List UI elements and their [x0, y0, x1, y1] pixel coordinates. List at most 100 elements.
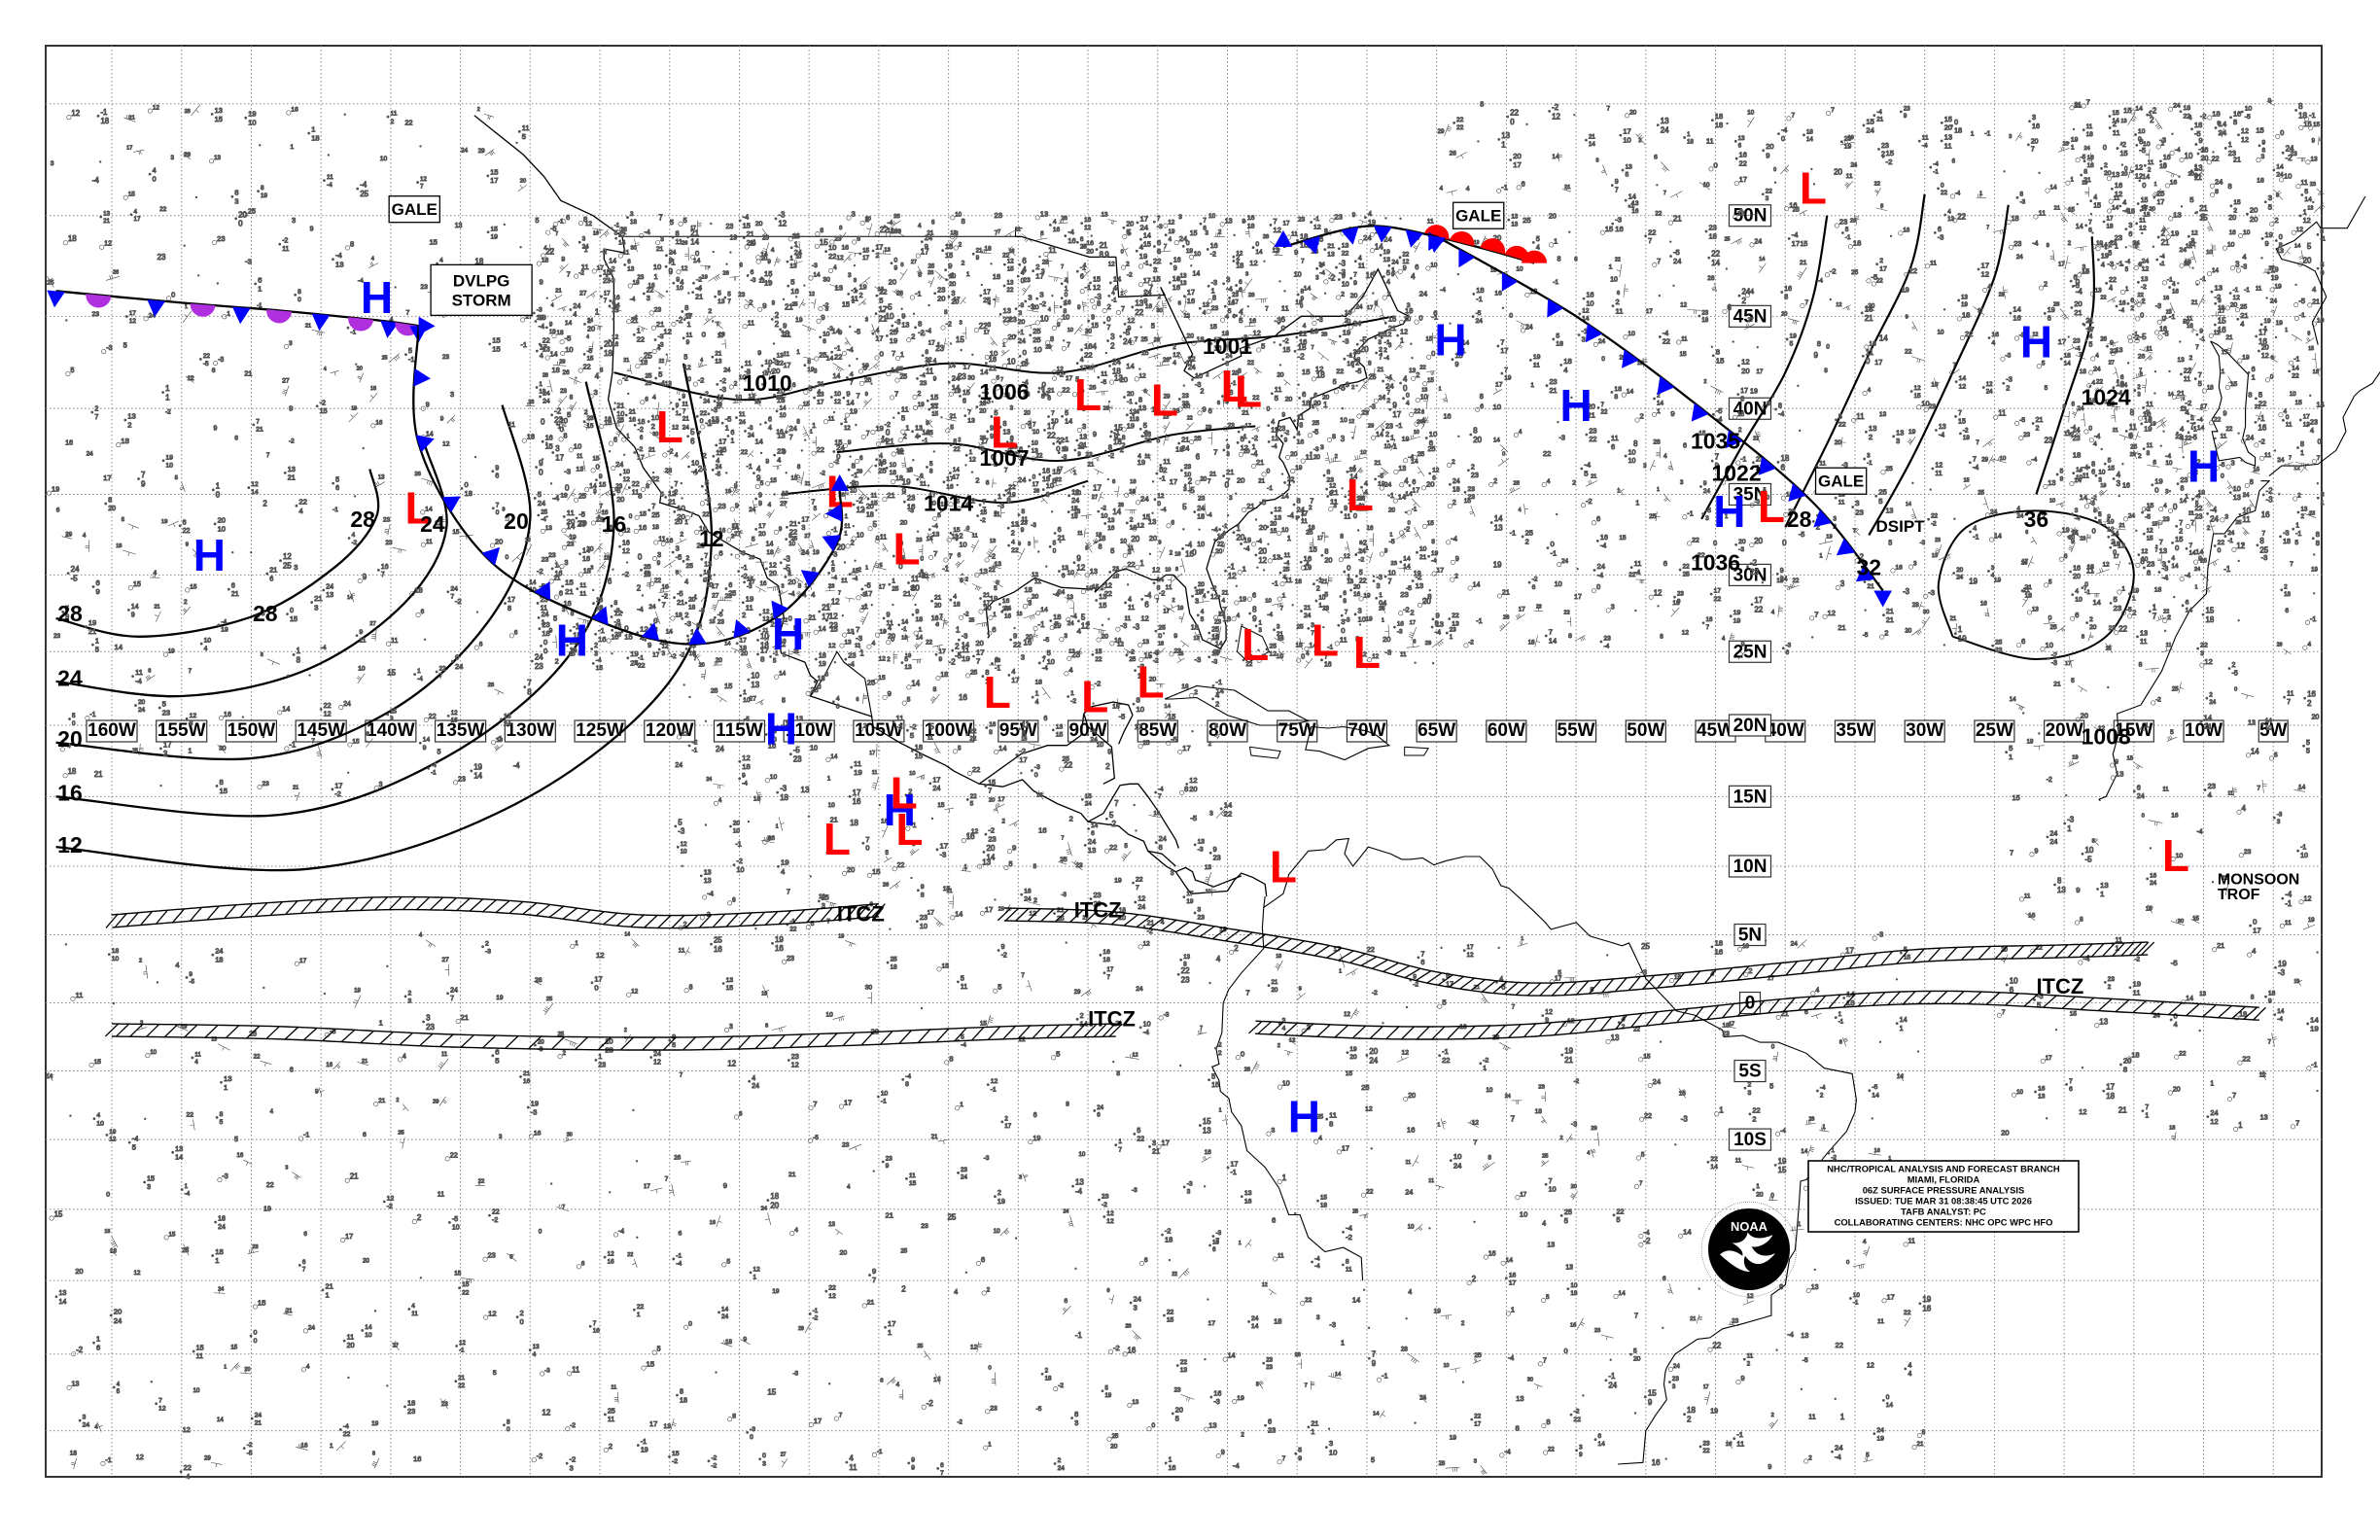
- svg-text:2: 2: [965, 577, 968, 582]
- svg-text:6: 6: [1058, 526, 1062, 534]
- svg-text:17: 17: [1057, 467, 1063, 472]
- svg-text:22: 22: [1095, 656, 1102, 663]
- svg-text:15: 15: [640, 511, 648, 518]
- svg-text:-2: -2: [622, 570, 629, 578]
- svg-text:15: 15: [764, 269, 772, 278]
- svg-text:0: 0: [596, 462, 600, 471]
- svg-text:24: 24: [1476, 318, 1484, 325]
- svg-text:5: 5: [175, 475, 178, 481]
- svg-text:5: 5: [790, 278, 794, 287]
- svg-text:24: 24: [1304, 612, 1312, 619]
- svg-text:-4: -4: [1383, 355, 1389, 362]
- svg-text:-2: -2: [1252, 434, 1258, 442]
- svg-text:12: 12: [129, 318, 137, 325]
- svg-text:13: 13: [1148, 517, 1156, 526]
- svg-text:9: 9: [1281, 412, 1285, 419]
- svg-text:11: 11: [1281, 303, 1289, 312]
- svg-text:-1: -1: [1143, 261, 1149, 267]
- svg-text:25: 25: [791, 536, 798, 542]
- svg-text:10: 10: [1068, 328, 1073, 333]
- svg-text:18: 18: [652, 524, 659, 531]
- svg-text:17: 17: [1093, 484, 1102, 493]
- svg-text:21: 21: [293, 785, 298, 790]
- svg-text:13: 13: [455, 223, 463, 229]
- svg-text:8: 8: [739, 262, 743, 268]
- svg-text:7: 7: [690, 511, 694, 518]
- svg-text:0: 0: [1281, 324, 1285, 332]
- svg-text:3: 3: [1358, 606, 1362, 614]
- svg-text:-4: -4: [321, 645, 327, 651]
- svg-text:14: 14: [1411, 459, 1418, 466]
- svg-text:19: 19: [730, 234, 738, 241]
- svg-text:20: 20: [1131, 535, 1139, 543]
- svg-text:19: 19: [1243, 537, 1251, 544]
- svg-text:15: 15: [962, 390, 970, 397]
- svg-text:12: 12: [1258, 556, 1267, 565]
- svg-text:-2: -2: [622, 376, 628, 383]
- svg-text:8: 8: [1431, 539, 1435, 545]
- svg-text:10: 10: [1429, 430, 1438, 438]
- svg-text:20: 20: [755, 221, 763, 228]
- svg-text:9: 9: [926, 420, 929, 427]
- svg-text:22: 22: [1135, 308, 1143, 317]
- svg-text:-5: -5: [565, 333, 572, 342]
- svg-text:18: 18: [465, 489, 472, 498]
- svg-text:13: 13: [1102, 212, 1108, 219]
- svg-text:23: 23: [1198, 496, 1206, 503]
- svg-text:12: 12: [829, 612, 838, 621]
- svg-text:3: 3: [1315, 274, 1319, 281]
- svg-text:27: 27: [780, 501, 788, 508]
- svg-text:30: 30: [967, 375, 975, 382]
- svg-text:8: 8: [220, 778, 224, 787]
- svg-text:17: 17: [862, 255, 869, 262]
- svg-text:-4: -4: [853, 576, 858, 582]
- svg-text:-4: -4: [1431, 558, 1437, 565]
- svg-text:9: 9: [1173, 265, 1177, 272]
- svg-text:19: 19: [954, 388, 962, 395]
- svg-text:19: 19: [725, 489, 731, 495]
- svg-text:12: 12: [1128, 318, 1136, 325]
- svg-text:8: 8: [1099, 544, 1102, 551]
- svg-text:20: 20: [1259, 523, 1267, 532]
- svg-text:1: 1: [684, 519, 688, 526]
- svg-text:14: 14: [780, 404, 787, 411]
- svg-text:2: 2: [955, 642, 959, 650]
- svg-text:2: 2: [1309, 505, 1312, 511]
- svg-text:-4: -4: [1267, 612, 1273, 618]
- svg-text:8: 8: [929, 469, 933, 475]
- svg-text:12: 12: [834, 399, 842, 405]
- svg-text:16: 16: [842, 244, 850, 251]
- svg-text:11: 11: [901, 404, 909, 413]
- svg-text:-1: -1: [922, 438, 928, 445]
- svg-text:21: 21: [1222, 590, 1229, 597]
- svg-text:14: 14: [813, 272, 821, 279]
- svg-text:-3: -3: [1377, 573, 1382, 581]
- svg-text:10: 10: [1340, 417, 1348, 424]
- svg-text:5: 5: [1312, 404, 1314, 410]
- svg-text:12: 12: [1183, 313, 1189, 319]
- svg-text:21: 21: [244, 368, 252, 377]
- svg-text:15: 15: [803, 401, 810, 407]
- svg-text:10: 10: [1342, 282, 1349, 289]
- svg-text:2: 2: [651, 422, 655, 431]
- svg-text:13: 13: [1342, 242, 1349, 249]
- svg-text:10: 10: [1068, 570, 1075, 577]
- svg-text:7: 7: [405, 310, 409, 317]
- svg-text:16: 16: [1366, 271, 1375, 280]
- svg-text:12: 12: [622, 548, 630, 555]
- svg-text:-2: -2: [320, 399, 326, 406]
- svg-text:4: 4: [871, 641, 875, 648]
- svg-text:8: 8: [367, 732, 369, 738]
- svg-text:5: 5: [1182, 503, 1186, 511]
- svg-text:5: 5: [670, 218, 674, 227]
- svg-text:11: 11: [579, 582, 586, 589]
- svg-text:5: 5: [72, 713, 76, 719]
- svg-text:9: 9: [426, 402, 430, 409]
- svg-text:2: 2: [1172, 344, 1176, 351]
- svg-text:16: 16: [1278, 636, 1283, 642]
- svg-text:23: 23: [1468, 486, 1476, 493]
- svg-text:21: 21: [1258, 479, 1265, 485]
- svg-text:16: 16: [1096, 533, 1102, 539]
- svg-text:6: 6: [1302, 390, 1306, 399]
- svg-text:2: 2: [1201, 388, 1205, 395]
